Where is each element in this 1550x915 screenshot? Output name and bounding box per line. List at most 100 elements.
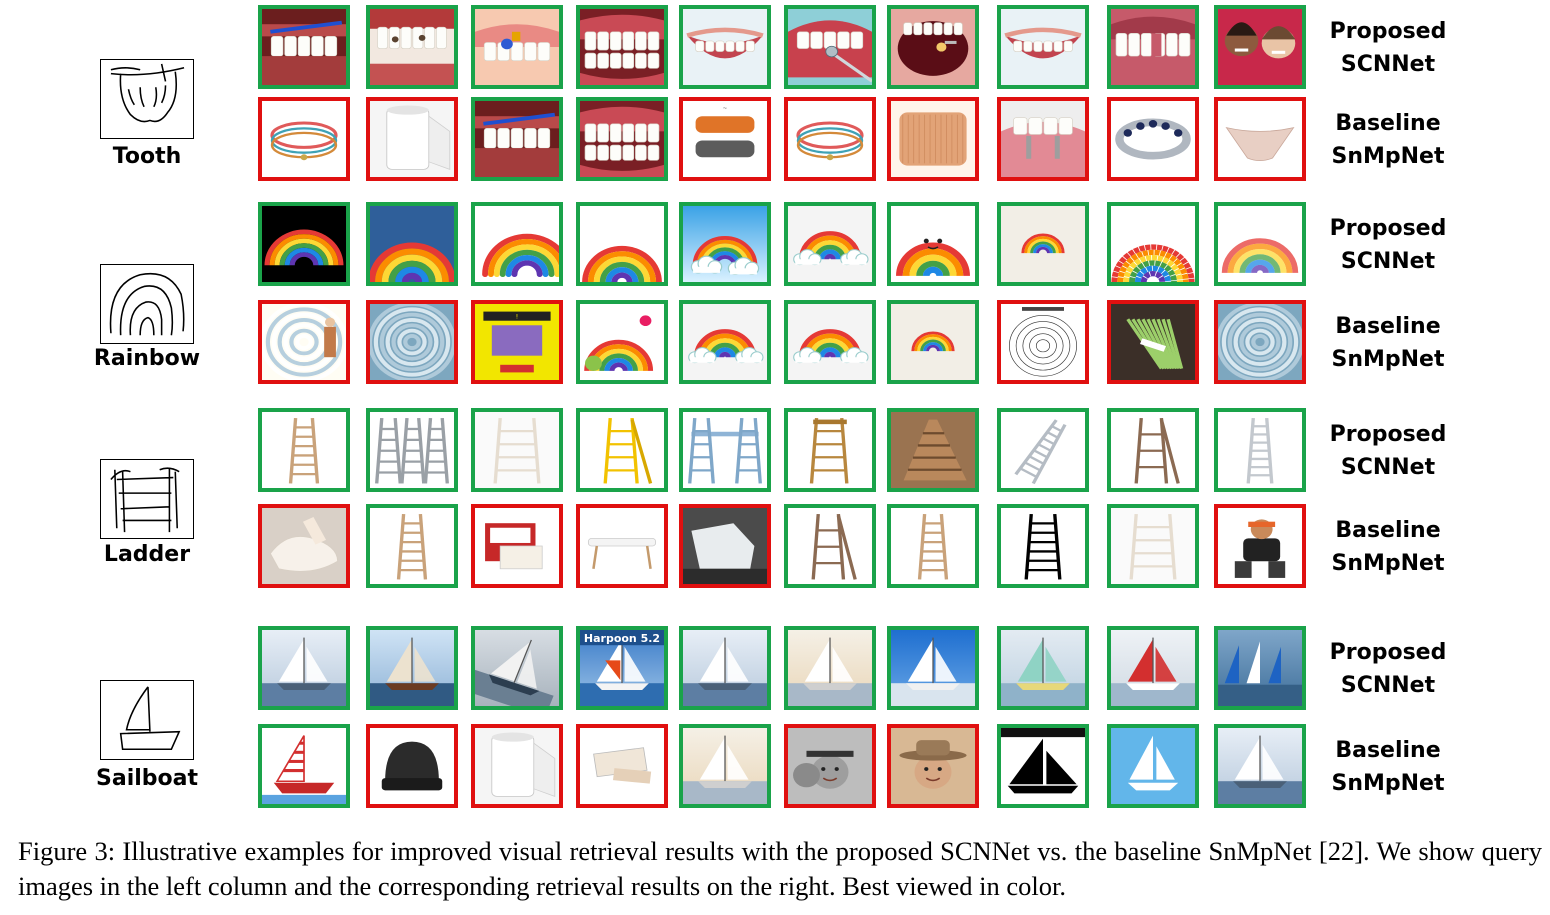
method-label-proposed: Proposed SCNNet [1320,212,1456,278]
smile-icon [997,5,1089,89]
method-label-proposed: Proposed SCNNet [1320,15,1456,81]
sailboat-poster-icon: Harpoon 5.2 [576,626,668,710]
straight-ladder-icon [997,408,1089,492]
method-label-line2: SCNNet [1320,245,1456,278]
ladder-shelf-icon [471,408,563,492]
method-label-line2: SnMpNet [1320,343,1456,376]
method-label-line1: Proposed [1320,636,1456,669]
step-ladders-icon [366,408,458,492]
bracelet-icon [784,97,876,181]
rainbow-small-icon [887,300,979,384]
query-label-sailboat: Sailboat [80,766,214,791]
rainbow-cartoon-icon [576,300,668,384]
method-label-baseline: Baseline SnMpNet [1320,310,1456,376]
figure-caption: Figure 3: Illustrative examples for impr… [18,834,1542,904]
sailboat-silhouette-icon [997,724,1089,808]
hurricane-icon [366,300,458,384]
black-ladder-icon [997,504,1089,588]
bandaged-foot-icon [258,504,350,588]
wooden-stepladder-icon [784,408,876,492]
first-aid-kit-icon [471,504,563,588]
rainbow-face-icon [887,202,979,286]
method-label-proposed: Proposed SCNNet [1320,418,1456,484]
yellow-stepladder-icon [576,408,668,492]
rainbow-pixel-icon [1107,202,1199,286]
aluminum-ladder-icon [1214,408,1306,492]
sailboat-icon [1214,724,1306,808]
regatta-icon [1214,626,1306,710]
two-men-icon [784,724,876,808]
wooden-ladder-icon [258,408,350,492]
method-label-line2: SCNNet [1320,669,1456,702]
ladder-rack-icon [887,408,979,492]
proposed-results-row-rainbow [258,202,1324,294]
teeth-closeup-icon [576,97,668,181]
jeweled-bracelet-icon [1107,97,1199,181]
method-label-line1: Baseline [1320,310,1456,343]
method-label-line1: Proposed [1320,212,1456,245]
open-mouth-icon [887,5,979,89]
sailboat-blue-icon [887,626,979,710]
method-label-line1: Baseline [1320,107,1456,140]
baseline-results-row-ladder [258,504,1324,596]
method-label-line2: SnMpNet [1320,140,1456,173]
red-sail-boats-icon [1107,626,1199,710]
toy-sailboat-icon [258,724,350,808]
teeth-brush-icon [471,97,563,181]
sailboat-clipart-icon [1107,724,1199,808]
decayed-teeth-icon [366,5,458,89]
wrestler-icon [1214,504,1306,588]
rainbow-dark-icon [258,202,350,286]
method-label-baseline: Baseline SnMpNet [1320,514,1456,580]
step-stool-icon [784,504,876,588]
result-image-text: Harpoon 5.2 [580,632,664,645]
teeth-closeup-icon [576,5,668,89]
scaffold-ladder-icon [679,408,771,492]
child-teeth-icon [471,5,563,89]
retrieval-figure: Tooth Proposed SCNNet ~ Baseline SnMpNet Rainb… [0,0,1550,820]
baseline-results-row-tooth: ~ [258,97,1324,189]
paracord-bracelet-icon: ~ [679,97,771,181]
asparagus-icon [1107,300,1199,384]
method-label-line2: SCNNet [1320,451,1456,484]
hurricane-icon [1214,300,1306,384]
method-label-baseline: Baseline SnMpNet [1320,734,1456,800]
bandage-roll-icon [366,97,458,181]
bench-icon [576,504,668,588]
smile-icon [679,5,771,89]
underwear-icon [1214,97,1306,181]
missing-tooth-icon [1107,5,1199,89]
sailboat-sunset-icon [784,626,876,710]
rainbow-small-icon [997,202,1089,286]
proposed-results-row-ladder [258,408,1324,500]
query-label-ladder: Ladder [80,542,214,567]
leg-cast-icon [679,504,771,588]
heeling-sailboat-icon [471,626,563,710]
rainbow-painted-icon [366,202,458,286]
concentric-circles-icon [997,300,1089,384]
rainbow-watercolor-icon [1214,202,1306,286]
wooden-ladder-icon [887,504,979,588]
baseline-results-row-rainbow: ! [258,300,1324,392]
beanie-hat-icon [366,724,458,808]
method-label-line2: SnMpNet [1320,767,1456,800]
dental-implant-icon [997,97,1089,181]
ladder-sketch-icon [100,459,194,539]
method-label-line1: Baseline [1320,734,1456,767]
query-label-tooth: Tooth [80,144,214,169]
rainbow-sketch-icon [100,264,194,344]
rainbow-clouds-icon [784,300,876,384]
baseline-results-row-sailboat [258,724,1324,816]
method-label-baseline: Baseline SnMpNet [1320,107,1456,173]
sailboat-icon [258,626,350,710]
hurricane-cartoon-icon [258,300,350,384]
sailboat-sunset-icon [679,724,771,808]
svg-text:!: ! [516,313,519,321]
medical-packet-icon [576,724,668,808]
step-stool-icon [1107,408,1199,492]
women-smiling-icon [1214,5,1306,89]
dinghy-icon [997,626,1089,710]
ladder-shelf-icon [1107,504,1199,588]
proposed-results-row-tooth [258,5,1324,97]
method-label-line2: SnMpNet [1320,547,1456,580]
